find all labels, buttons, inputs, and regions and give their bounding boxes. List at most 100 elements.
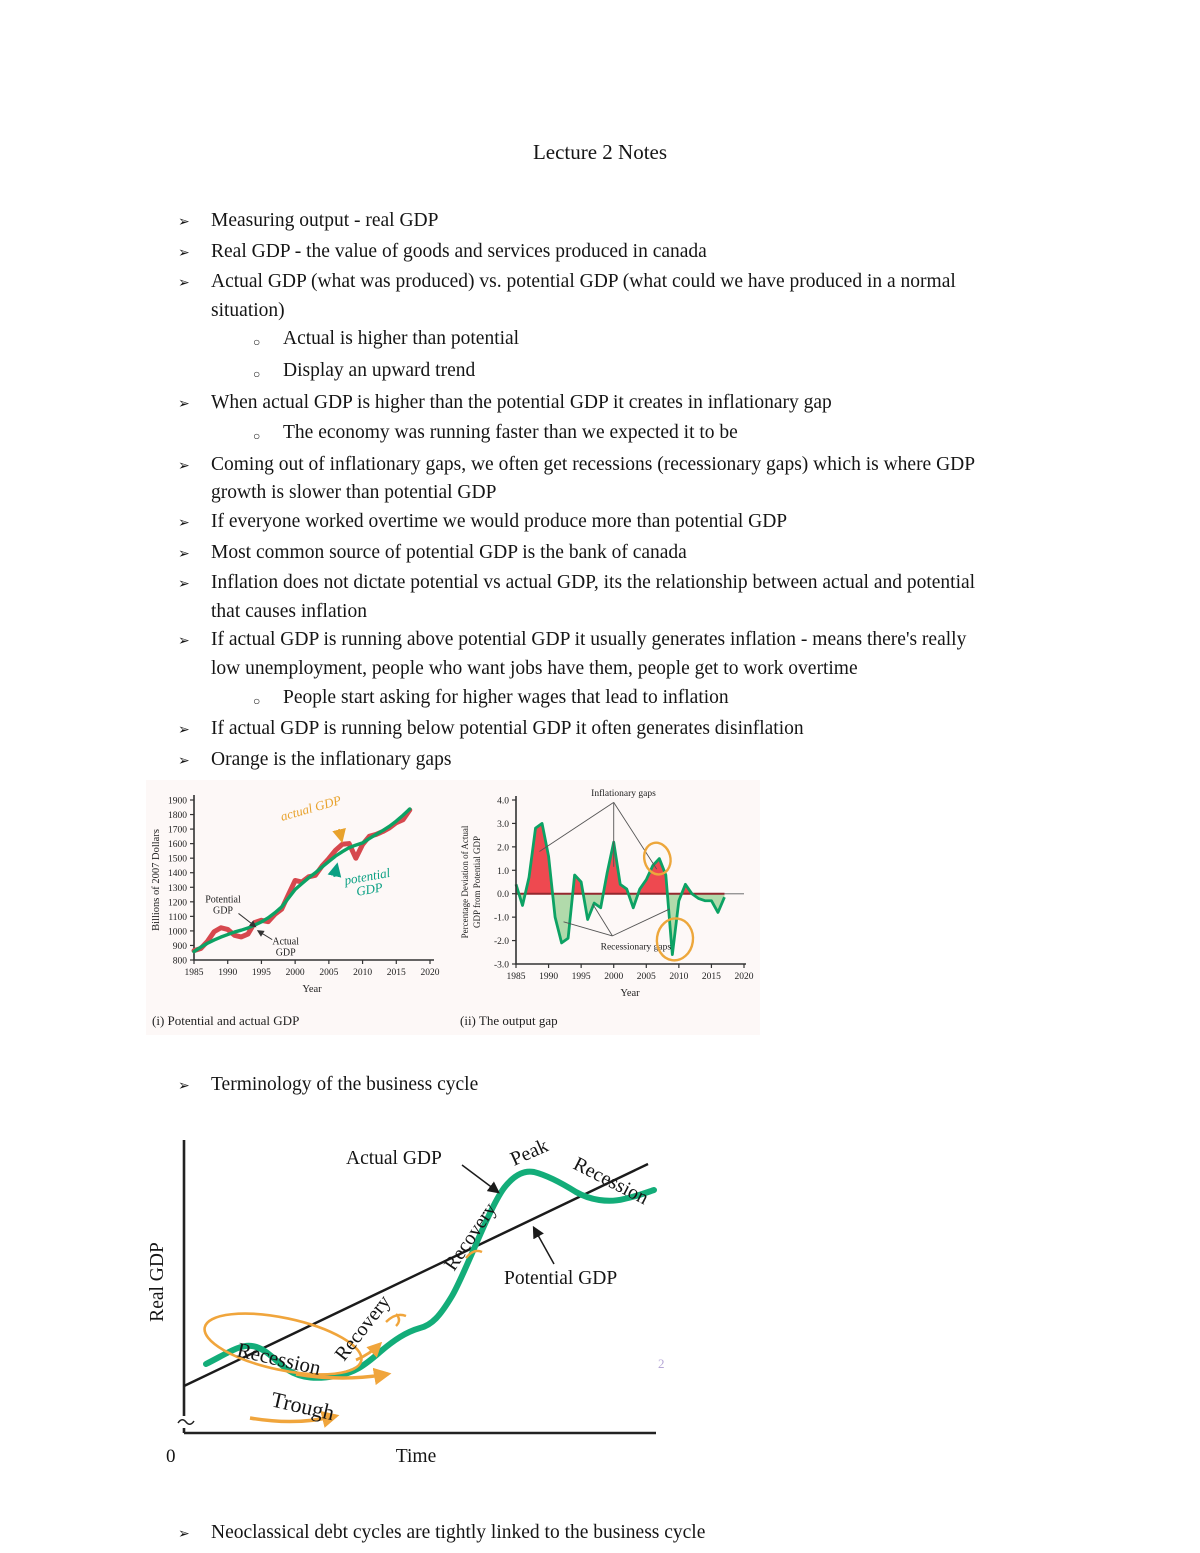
recessionary-gaps-label: Recessionary gaps [601,943,672,953]
y-tick-label: 3.0 [497,820,509,830]
handwritten-annotation: actual GDP [279,792,343,824]
x-tick-label: 1985 [185,968,204,978]
arrow-bullet-icon: ➢ [178,396,190,412]
handwritten-arrow [327,862,342,878]
origin-label: 0 [166,1446,176,1467]
list-item-text: Inflation does not dictate potential vs … [211,572,976,622]
y-tick-label: 1200 [168,899,187,909]
potential-gdp-line [192,807,412,954]
actual-gdp-curve [203,1168,657,1381]
x-tick-label: 2015 [387,968,406,978]
notes-list-mid: ➢ Terminology of the business cycle [178,1071,1083,1102]
y-tick-label: 1.0 [497,867,509,877]
arrow-bullet-icon: ➢ [178,634,190,650]
arrow-bullet-icon: ➢ [178,276,190,292]
x-tick-label: 2010 [353,968,372,978]
notes-list-top: ➢ Measuring output - real GDP ➢ Real GDP - … [178,207,1083,776]
arrow-bullet-icon: ➢ [178,245,190,261]
arrow-bullet-icon: ➢ [178,215,190,230]
y-axis-label-line2: GDP from Potential GDP [472,836,482,928]
x-tick-label: 1995 [572,972,591,982]
recovery-arrow-annotation [355,1341,383,1362]
list-item-text: Measuring output - real GDP [211,210,439,231]
figure-potential-actual-gdp: 800 900 1000 1100 1200 1300 1400 1500 1600 1700 18… [148,784,450,1029]
list-item-text: If actual GDP is running below potential… [211,718,804,740]
list-item: ➢ If everyone worked overtime we would pr… [178,508,1083,539]
list-item-text: Orange is the inflationary gaps [211,748,452,770]
orange-scribble-1 [385,1313,407,1327]
y-tick-label: 1300 [168,884,187,894]
arrow-bullet-icon: ➢ [178,753,190,769]
business-cycle-figure: Actual GDP Peak Recession Recovery Recov… [147,1132,696,1485]
figure-output-gap: 4.0 3.0 2.0 1.0 0.0 -1.0 -2.0 -3.0 1985 1990 1995 2… [456,784,758,1029]
list-item: ➢ Terminology of the business cycle [178,1071,1083,1102]
circle-bullet-icon: ○ [253,366,261,381]
list-item-text: Neoclassical debt cycles are tightly lin… [211,1521,706,1543]
arrow-bullet-icon: ➢ [178,723,190,739]
y-tick-label: 1000 [168,928,187,938]
orange-scribble-2 [465,1249,483,1259]
y-tick-label: 1900 [168,797,187,807]
annotation-line [612,908,670,937]
inflationary-gap-fill [516,823,725,894]
inflationary-gaps-label: Inflationary gaps [591,788,656,799]
list-item: ➢ When actual GDP is higher than the pote… [178,389,1083,420]
list-item: ○ Actual is higher than potential [178,325,1083,357]
x-tick-label: 2020 [421,968,440,978]
annotation-line [613,802,658,870]
label-arrow [256,930,273,941]
x-tick-label: 2020 [735,972,754,982]
handwritten-annotation: potentialGDP [342,865,394,901]
arrow-bullet-icon: ➢ [178,546,190,562]
y-tick-label: -3.0 [494,961,509,971]
x-tick-label: 1995 [252,968,271,978]
list-item: ➢ Actual GDP (what was produced) vs. pote… [178,268,1083,325]
figure-caption-i: (i) Potential and actual GDP [152,1013,300,1029]
page-title: Lecture 2 Notes [532,140,668,164]
arrow-bullet-icon: ➢ [178,1079,190,1095]
axis-break-icon [177,1418,195,1425]
y-tick-label: -1.0 [494,914,509,924]
list-item: ○ People start asking for higher wages th… [178,684,1083,716]
series-label: Potential GDP [205,895,241,917]
x-axis-label: Year [620,988,640,999]
series-label: Actual GDP [272,937,299,959]
annotation-line [592,904,613,937]
list-item: ➢ Neoclassical debt cycles are tightly li… [178,1519,1083,1550]
list-item-text: Actual GDP (what was produced) vs. poten… [211,271,956,321]
list-item-text: Terminology of the business cycle [211,1074,479,1096]
list-item: ➢ Orange is the inflationary gaps [178,746,1083,777]
list-item-text: If actual GDP is running above potential… [211,629,967,679]
annotation-line [563,921,613,937]
arrow-bullet-icon: ➢ [178,1526,190,1542]
x-tick-label: 1985 [507,972,526,982]
y-tick-label: 1600 [168,840,187,850]
potential-gdp-label: Potential GDP [504,1268,617,1289]
circle-bullet-icon: ○ [253,335,261,350]
y-tick-label: 1700 [168,826,187,836]
hand-drawn-circle-annotation [642,841,672,876]
actual-gdp-arrow [461,1164,500,1194]
x-tick-label: 2000 [604,972,623,982]
handwritten-arrow [332,828,346,844]
recovery-lower-label: Recovery [331,1291,396,1365]
x-tick-label: 2000 [286,968,305,978]
peak-label: Peak [507,1135,551,1171]
notes-list-bottom: ➢ Neoclassical debt cycles are tightly li… [178,1519,1083,1550]
x-tick-label: 1990 [218,968,237,978]
list-item-text: People start asking for higher wages tha… [283,686,729,708]
hand-drawn-circle-annotation [655,917,695,962]
list-item: ○ The economy was running faster than we … [178,419,1083,451]
trough-underline-annotation [295,1367,392,1385]
arrow-bullet-icon: ➢ [178,458,190,474]
list-item: ➢ Coming out of inflationary gaps, we oft… [178,451,1083,508]
list-item-text: The economy was running faster than we e… [283,422,738,444]
list-item-text: Display an upward trend [283,359,476,381]
list-item: ➢ If actual GDP is running below potentia… [178,715,1083,746]
list-item-text: When actual GDP is higher than the poten… [211,391,832,413]
list-item: ➢ Most common source of potential GDP is … [178,539,1083,570]
trough-arrow-annotation [249,1410,340,1428]
potential-actual-gdp-chart: 800 900 1000 1100 1200 1300 1400 1500 1600 1700 18… [151,792,440,995]
